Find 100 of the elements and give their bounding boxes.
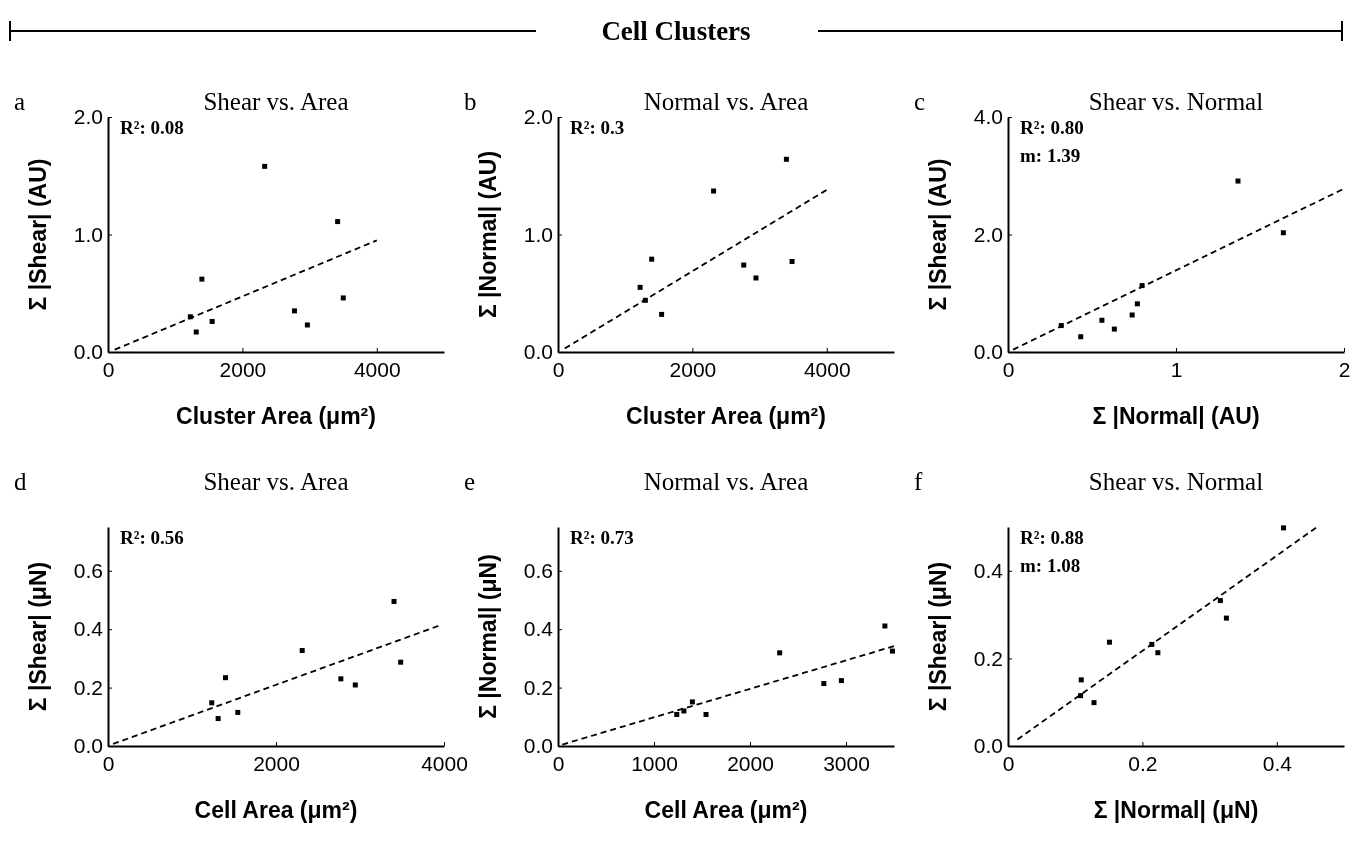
x-tick-label: 0 [1002,752,1015,776]
point [753,275,759,281]
point [299,648,305,654]
y-tick-label: 0.2 [973,646,1003,670]
annotation: R²: 0.73 [570,527,634,548]
chart-title: Shear vs. Area [203,468,349,495]
text: Cell Clusters [601,16,751,46]
y-tick-label: 4.0 [973,105,1003,129]
y-tick-label: 0.0 [973,340,1003,364]
point [1078,677,1084,683]
point [689,699,695,705]
point [1223,615,1229,621]
x-tick-label: 3000 [823,752,870,776]
point [1091,700,1097,706]
point [209,700,215,706]
x-axis-title: Cluster Area (μm²) [626,403,826,429]
annotation: m: 1.08 [1020,555,1081,576]
y-tick-label: 0.0 [973,734,1003,758]
x-tick-label: 1 [1170,358,1183,382]
text: f [914,468,923,495]
chart-title: Shear vs. Area [203,88,349,115]
point [637,284,643,290]
x-axis-title: Cell Area (μm²) [194,797,358,823]
x-tick-label: 2000 [669,358,717,382]
point [193,329,199,335]
point [711,188,717,194]
chart-title: Normal vs. Area [643,468,809,495]
y-tick-label: 2.0 [73,105,103,129]
point [882,623,888,629]
y-tick-label: 0.0 [523,340,553,364]
x-tick-label: 0 [102,752,115,776]
y-tick-label: 0.2 [523,675,553,699]
point [741,262,747,268]
point [262,163,268,169]
annotation: R²: 0.88 [1020,527,1084,548]
point [1099,317,1105,323]
x-tick-label: 0 [552,752,565,776]
x-tick-label: 0 [552,358,565,382]
y-tick-label: 0.0 [523,734,553,758]
annotation: m: 1.39 [1020,145,1081,166]
point [649,256,655,262]
chart-title: Normal vs. Area [643,88,809,115]
point [1111,326,1117,332]
annotation: R²: 0.3 [570,117,625,138]
point [340,295,346,301]
point [889,648,895,654]
point [1217,598,1223,604]
y-tick-label: 1.0 [523,222,553,246]
y-tick-label: 0.4 [973,559,1004,583]
point [1106,639,1112,645]
x-tick-label: 0 [102,358,115,382]
point [1235,178,1241,184]
y-tick-label: 2.0 [973,222,1003,246]
x-tick-label: 1000 [631,752,678,776]
y-axis-title: Σ |Shear| (μN) [925,561,951,712]
point [674,711,680,717]
annotation: R²: 0.80 [1020,117,1084,138]
x-tick-label: 0 [1002,358,1015,382]
y-tick-label: 1.0 [73,222,103,246]
y-tick-label: 2.0 [523,105,553,129]
annotation: R²: 0.56 [120,527,184,548]
point [215,716,221,722]
point [209,318,215,324]
text: a [14,88,26,115]
y-axis-title: Σ |Shear| (μN) [25,561,51,712]
x-tick-label: 2 [1338,358,1351,382]
point [391,598,397,604]
point [1280,230,1286,236]
point [783,156,789,162]
y-tick-label: 0.6 [73,559,103,583]
x-tick-label: 2000 [219,358,267,382]
point [659,311,665,317]
x-axis-title: Σ |Normal| (μN) [1093,797,1259,823]
y-tick-label: 0.4 [523,617,554,641]
text: c [914,88,926,115]
point [223,675,229,681]
x-tick-label: 0.4 [1262,752,1293,776]
x-tick-label: 0.2 [1128,752,1158,776]
x-axis-title: Cluster Area (μm²) [176,403,376,429]
text: b [464,88,477,115]
point [1134,301,1140,307]
y-tick-label: 0.4 [73,617,104,641]
y-tick-label: 0.6 [523,559,553,583]
point [1281,525,1287,531]
annotation: R²: 0.08 [120,117,184,138]
text: d [14,468,27,495]
point [1129,312,1135,318]
y-axis-title: Σ |Normal| (AU) [475,150,501,319]
text: e [464,468,476,495]
point [838,678,844,684]
y-axis-title: Σ |Shear| (AU) [25,158,51,311]
point [352,682,358,688]
x-tick-label: 2000 [253,752,300,776]
point [291,308,297,314]
y-tick-label: 0.2 [73,675,103,699]
y-tick-label: 0.0 [73,734,103,758]
x-axis-title: Cell Area (μm²) [644,797,808,823]
point [1078,334,1084,340]
point [398,659,404,665]
x-tick-label: 2000 [727,752,774,776]
